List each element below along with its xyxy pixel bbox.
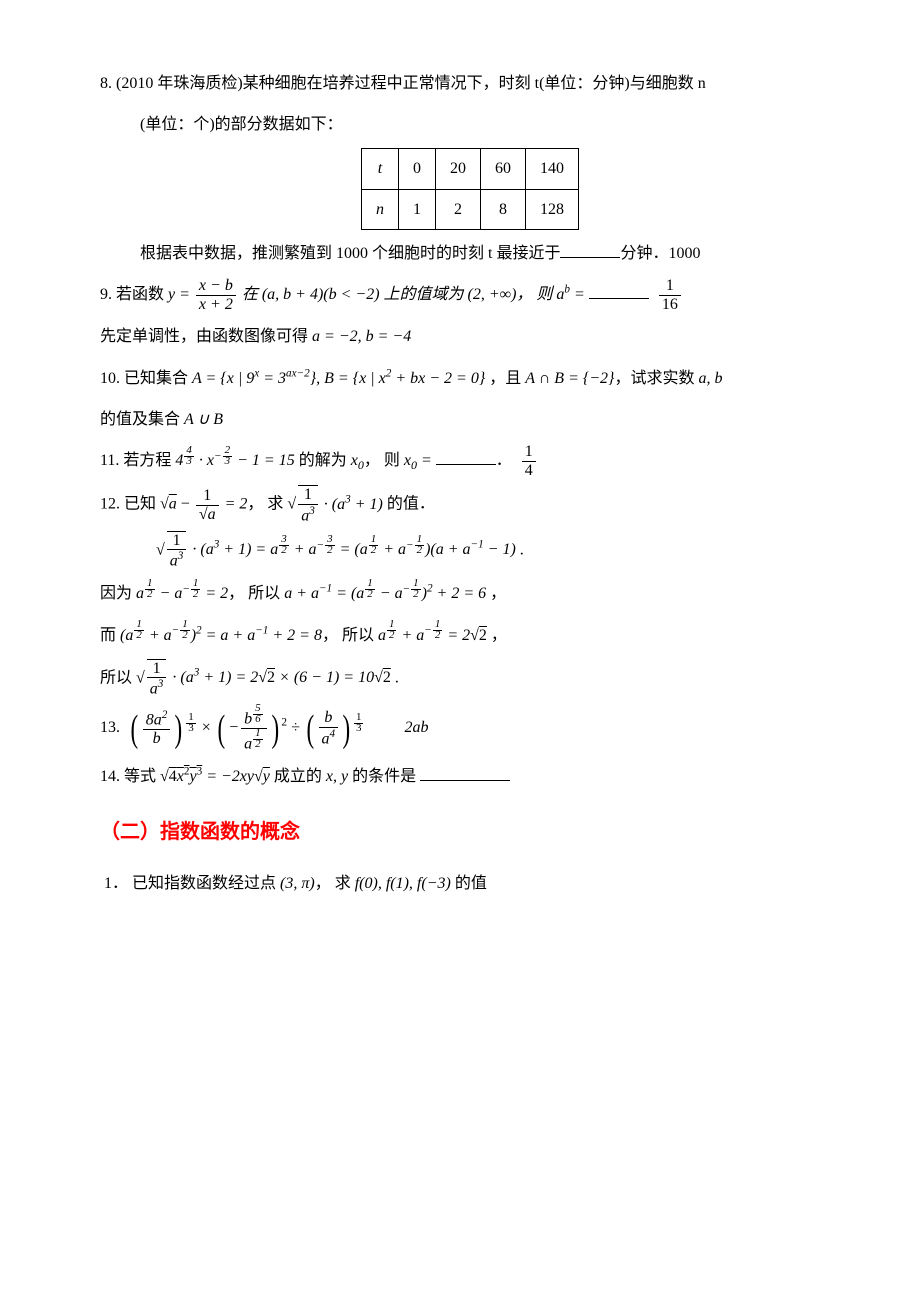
blank [436, 448, 496, 465]
s2-q1: 1． 已知指数函数经过点 (3, π)， 求 f(0), f(1), f(−3)… [100, 866, 840, 901]
section-2-title: （二）指数函数的概念 [100, 810, 840, 854]
table-cell: t [362, 149, 399, 189]
q14: 14. 等式 √4x2y3 = −2xy√y 成立的 x, y 的条件是 [100, 759, 840, 794]
q12-step3: 而 (a12 + a−12)2 = a + a−1 + 2 = 8， 所以 a1… [100, 618, 840, 653]
table-cell: 128 [526, 189, 579, 229]
q8-line3-pre: 根据表中数据，推测繁殖到 1000 个细胞时的时刻 t 最接近于 [140, 245, 560, 262]
q8-line3: 根据表中数据，推测繁殖到 1000 个细胞时的时刻 t 最接近于 分钟．1000 [100, 236, 840, 271]
table-cell: 140 [526, 149, 579, 189]
frac-num: x − b [196, 277, 236, 295]
q12-step1: √1a3 · (a3 + 1) = a32 + a−32 = (a12 + a−… [100, 531, 840, 571]
frac-num: 1 [659, 277, 681, 295]
frac-den: x + 2 [196, 295, 236, 314]
table-cell: 8 [481, 189, 526, 229]
frac-den: 16 [659, 295, 681, 314]
q9-mid: 在 (a, b + 4)(b < −2) 上的值域为 (2, +∞)， 则 ab… [242, 286, 589, 303]
q12-step4: 所以 √1a3 · (a3 + 1) = 2√2 × (6 − 1) = 10√… [100, 659, 840, 699]
frac-den: 4 [522, 461, 536, 480]
blank [560, 241, 620, 258]
frac-num: 1 [522, 443, 536, 461]
q12: 12. 已知 √a − 1√a = 2， 求 √1a3 · (a3 + 1) 的… [100, 485, 840, 525]
q9-y: y = [168, 286, 190, 303]
q13: 13. (8a2b)13 × (−b56a12)2 ÷ (ba4)13 2ab [100, 704, 840, 753]
q9-note: 先定单调性，由函数图像可得 a = −2, b = −4 [100, 319, 840, 354]
table-cell: n [362, 189, 399, 229]
q10: 10. 已知集合 A = {x | 9x = 3ax−2}, B = {x | … [100, 361, 840, 396]
q12-step2: 因为 a12 − a−12 = 2， 所以 a + a−1 = (a12 − a… [100, 576, 840, 611]
q8-text1: 8. (2010 年珠海质检)某种细胞在培养过程中正常情况下，时刻 t(单位：分… [100, 75, 706, 92]
q10-line2: 的值及集合 A ∪ B [100, 402, 840, 437]
q9-frac: x − b x + 2 [196, 277, 236, 313]
q8-line3-post: 分钟．1000 [620, 245, 700, 262]
q9: 9. 若函数 y = x − b x + 2 在 (a, b + 4)(b < … [100, 277, 840, 313]
q9-pre: 9. 若函数 [100, 286, 168, 303]
q8-line1: 8. (2010 年珠海质检)某种细胞在培养过程中正常情况下，时刻 t(单位：分… [100, 66, 840, 101]
table-cell: 1 [399, 189, 436, 229]
q13-answer: 2ab [404, 719, 428, 736]
table-cell: 2 [436, 189, 481, 229]
table-cell: 20 [436, 149, 481, 189]
q9-answer: 1 16 [659, 277, 681, 313]
q8-line2: (单位：个)的部分数据如下： [100, 107, 840, 142]
blank [589, 282, 649, 299]
q11: 11. 若方程 443 · x−23 − 1 = 15 的解为 x0， 则 x0… [100, 443, 840, 479]
q11-answer: 1 4 [522, 443, 536, 479]
q8-table: t 0 20 60 140 n 1 2 8 128 [361, 148, 579, 229]
blank [420, 764, 510, 781]
table-cell: 0 [399, 149, 436, 189]
table-cell: 60 [481, 149, 526, 189]
